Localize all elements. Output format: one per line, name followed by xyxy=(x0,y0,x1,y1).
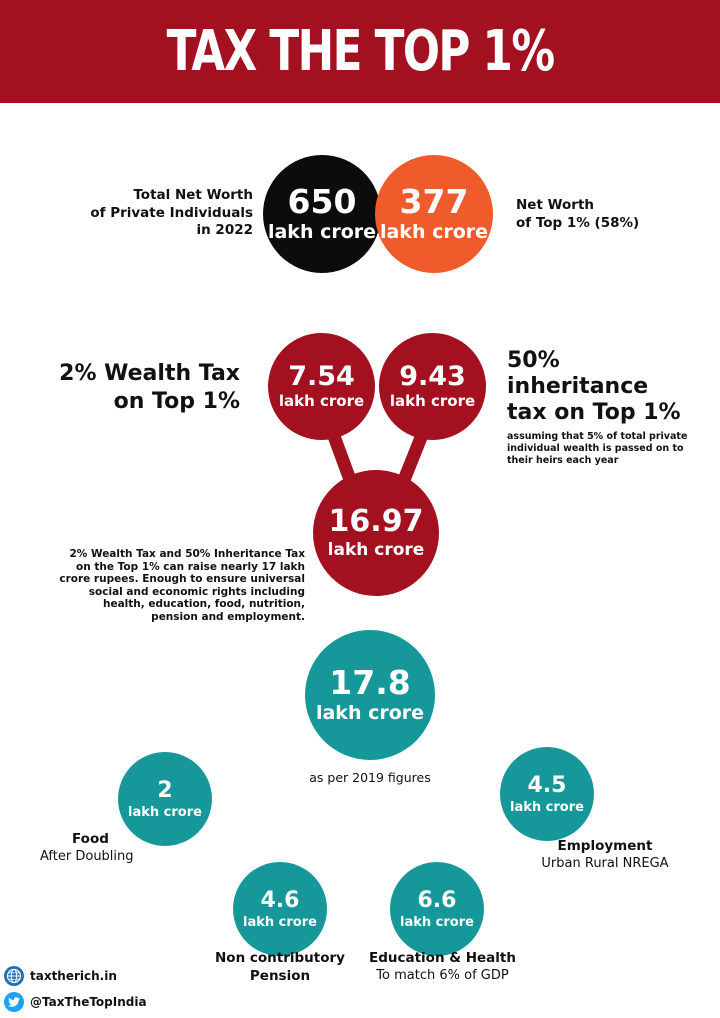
food-label-title: Food xyxy=(72,831,109,847)
total-net-worth-label-line2: of Private Individuals xyxy=(90,204,253,221)
employment-label: Employment Urban Rural NREGA xyxy=(530,838,680,872)
title-banner: TAX THE TOP 1% xyxy=(0,0,720,103)
education-health-label-sub: To match 6% of GDP xyxy=(376,967,509,983)
inheritance-tax-unit: lakh crore xyxy=(389,392,476,411)
pension-value: 4.6 xyxy=(260,887,300,913)
total-net-worth-circle: 650 lakh crore xyxy=(263,155,381,273)
pension-label-line1: Non contributory xyxy=(215,950,345,966)
inheritance-tax-note: assuming that 5% of total private indivi… xyxy=(507,431,707,467)
pension-circle: 4.6 lakh crore xyxy=(233,862,327,956)
food-label: Food After Doubling xyxy=(40,831,190,865)
inheritance-tax-title: 50% inheritance tax on Top 1% xyxy=(507,348,707,426)
total-tax-unit: lakh crore xyxy=(327,539,425,560)
spending-total-circle: 17.8 lakh crore xyxy=(305,630,435,760)
top1-net-worth-label: Net Worth of Top 1% (58%) xyxy=(516,197,696,232)
pension-unit: lakh crore xyxy=(243,914,317,930)
food-value: 2 xyxy=(157,777,173,803)
inheritance-tax-title-line2: inheritance xyxy=(507,373,649,399)
tax-description-line4: social and economic rights including xyxy=(88,585,305,598)
education-health-unit: lakh crore xyxy=(400,914,474,930)
twitter-bird-icon xyxy=(4,992,24,1012)
spending-total-value: 17.8 xyxy=(329,662,411,702)
tax-description-line5: health, education, food, nutrition, xyxy=(103,598,305,611)
total-net-worth-label: Total Net Worth of Private Individuals i… xyxy=(60,187,253,240)
inheritance-note-line3: their heirs each year xyxy=(507,454,619,466)
total-net-worth-unit: lakh crore xyxy=(267,221,377,244)
tax-description-line1: 2% Wealth Tax and 50% Inheritance Tax xyxy=(69,548,306,560)
top1-net-worth-circle: 377 lakh crore xyxy=(375,155,493,273)
website-link[interactable]: taxtherich.in xyxy=(4,966,117,986)
education-health-circle: 6.6 lakh crore xyxy=(390,862,484,956)
wealth-tax-title-line2: on Top 1% xyxy=(113,388,240,414)
total-net-worth-label-line3: in 2022 xyxy=(196,222,253,239)
total-tax-value: 16.97 xyxy=(328,504,424,540)
tax-description: 2% Wealth Tax and 50% Inheritance Tax on… xyxy=(40,548,305,624)
twitter-link[interactable]: @TaxTheTopIndia xyxy=(4,992,147,1012)
employment-value: 4.5 xyxy=(527,772,567,798)
employment-label-sub: Urban Rural NREGA xyxy=(541,855,669,871)
wealth-tax-value: 7.54 xyxy=(288,360,355,392)
twitter-handle-text[interactable]: @TaxTheTopIndia xyxy=(30,995,147,1009)
tax-description-line2: on the Top 1% can raise nearly 17 lakh xyxy=(76,560,305,573)
employment-unit: lakh crore xyxy=(510,799,584,815)
tax-description-line6: pension and employment. xyxy=(151,610,305,623)
total-net-worth-value: 650 xyxy=(287,181,357,221)
wealth-tax-title: 2% Wealth Tax on Top 1% xyxy=(40,360,240,415)
spending-total-note: as per 2019 figures xyxy=(309,770,431,785)
inheritance-note-line2: individual wealth is passed on to xyxy=(507,442,684,454)
employment-label-title: Employment xyxy=(557,838,653,854)
pension-label: Non contributory Pension xyxy=(205,950,355,985)
inheritance-note-line1: assuming that 5% of total private xyxy=(507,431,688,442)
spending-total-unit: lakh crore xyxy=(315,702,425,725)
top1-net-worth-label-line1: Net Worth xyxy=(516,197,595,213)
pension-label-line2: Pension xyxy=(249,967,311,984)
inheritance-tax-circle: 9.43 lakh crore xyxy=(379,333,486,440)
wealth-tax-unit: lakh crore xyxy=(278,392,365,411)
food-circle: 2 lakh crore xyxy=(118,752,212,846)
top1-net-worth-label-line2: of Top 1% (58%) xyxy=(516,214,640,231)
education-health-label: Education & Health To match 6% of GDP xyxy=(360,950,525,984)
page-title: TAX THE TOP 1% xyxy=(166,19,556,84)
wealth-tax-circle: 7.54 lakh crore xyxy=(268,333,375,440)
inheritance-tax-value: 9.43 xyxy=(399,360,466,392)
education-health-value: 6.6 xyxy=(417,887,457,913)
education-health-label-title: Education & Health xyxy=(368,950,516,966)
top1-net-worth-unit: lakh crore xyxy=(379,221,489,244)
tax-description-line3: crore rupees. Enough to ensure universal xyxy=(59,573,305,586)
website-text[interactable]: taxtherich.in xyxy=(30,969,117,983)
total-tax-circle: 16.97 lakh crore xyxy=(313,470,439,596)
inheritance-tax-title-line1: 50% xyxy=(507,348,560,373)
globe-icon xyxy=(4,966,24,986)
top1-net-worth-value: 377 xyxy=(399,181,469,221)
employment-circle: 4.5 lakh crore xyxy=(500,747,594,841)
food-unit: lakh crore xyxy=(128,804,202,820)
wealth-tax-title-line1: 2% Wealth Tax xyxy=(59,361,240,386)
food-label-sub: After Doubling xyxy=(40,848,134,864)
inheritance-tax-title-line3: tax on Top 1% xyxy=(507,399,681,425)
total-net-worth-label-line1: Total Net Worth xyxy=(133,187,253,203)
